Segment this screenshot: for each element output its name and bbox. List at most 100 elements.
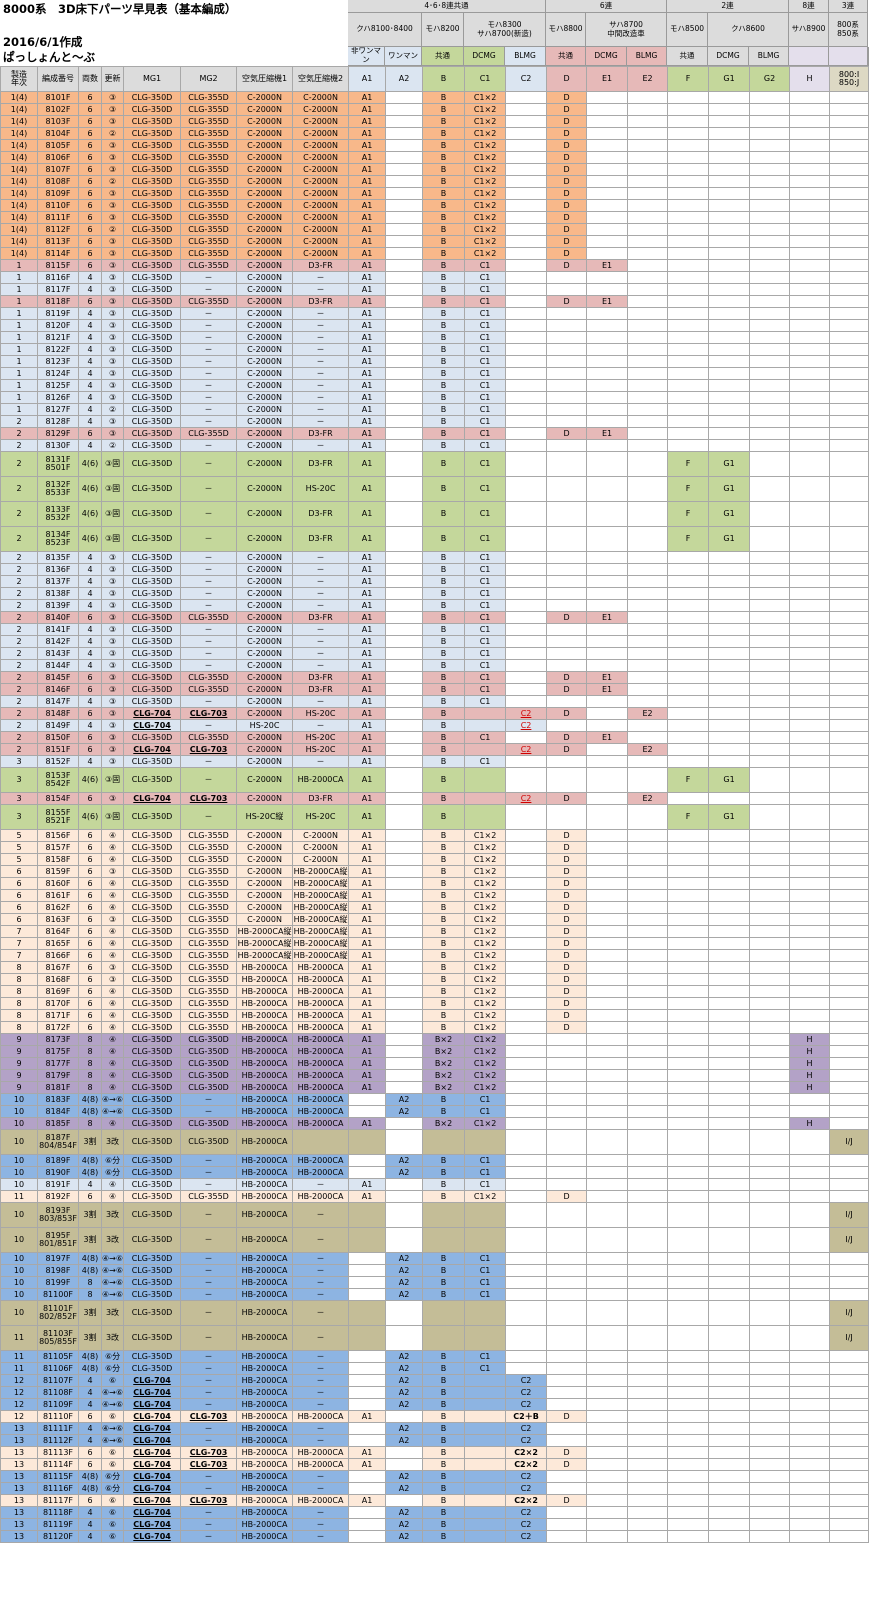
cell-e1	[586, 163, 629, 176]
cell-m2: －	[180, 1276, 238, 1289]
cell-k2: C-2000N	[292, 211, 350, 224]
cell-n: 8110F	[37, 199, 79, 212]
cell-d: D	[546, 937, 588, 950]
cell-h	[789, 355, 831, 368]
cell-h	[789, 913, 831, 926]
cell-a2	[385, 792, 424, 805]
cell-f	[667, 1374, 710, 1387]
cell-e1	[586, 1021, 629, 1034]
table-row: 12 81108F 4 ④→⑥ CLG-704 － HB-2000CA － A2 B C2	[0, 1386, 870, 1399]
cell-a2	[385, 331, 424, 344]
table-row: 5 8156F 6 ④ CLG-350D CLG-355D C-2000N C-2000N A1…	[0, 829, 870, 842]
cell-g2	[749, 247, 791, 260]
cell-u: ③	[100, 683, 125, 696]
cell-k2: HB-2000CA	[292, 1117, 350, 1130]
cell-m1: CLG-350D	[123, 127, 182, 140]
cell-e1	[586, 403, 629, 416]
cell-c1	[464, 1494, 507, 1507]
group-header: 6連	[546, 0, 667, 13]
cell-f	[667, 1166, 710, 1179]
cell-ij	[829, 211, 870, 224]
cell-k1: HB-2000CA	[236, 1166, 294, 1179]
cell-u: ③固	[100, 804, 125, 830]
cell-k2: HB-2000CA	[292, 767, 350, 793]
cell-d: D	[546, 211, 588, 224]
cell-a1: A1	[348, 841, 387, 854]
cell-g1	[708, 235, 751, 248]
cell-a2	[385, 731, 424, 744]
cell-c1	[464, 1458, 507, 1471]
cell-k2: －	[292, 599, 350, 612]
cell-q: 4	[78, 343, 102, 356]
cell-c1: C1×2	[464, 973, 507, 986]
cell-d	[546, 1105, 588, 1118]
cell-h	[789, 1154, 831, 1167]
cell-b: B	[422, 1021, 466, 1034]
cell-b: B	[422, 719, 466, 732]
cell-n: 8142F	[37, 635, 79, 648]
cell-m1: CLG-350D	[123, 1021, 182, 1034]
car-type-header: モハ8200	[422, 13, 464, 47]
table-row: 10 8199F 8 ④→⑥ CLG-350D － HB-2000CA － A2 B C1	[0, 1276, 870, 1289]
cell-b: B	[422, 743, 466, 756]
cell-c1	[464, 1506, 507, 1519]
cell-d	[546, 1350, 588, 1363]
cell-y: 1	[0, 403, 38, 416]
cell-b: B	[422, 163, 466, 176]
cell-u: ③	[100, 792, 125, 805]
cell-k1: HB-2000CA	[236, 1300, 294, 1326]
cell-d: D	[546, 792, 588, 805]
cell-u: ③	[100, 379, 125, 392]
cell-b: B	[422, 829, 466, 842]
cell-a2	[385, 1446, 424, 1459]
cell-d: D	[546, 295, 588, 308]
cell-g2	[749, 1518, 791, 1531]
cell-n: 81113F	[37, 1446, 79, 1459]
cell-g1	[708, 889, 751, 902]
cell-ij	[829, 1021, 870, 1034]
cell-y: 1(4)	[0, 235, 38, 248]
cell-u: ③	[100, 307, 125, 320]
cell-f	[667, 1434, 710, 1447]
cell-d	[546, 307, 588, 320]
cell-u: 3改	[100, 1202, 125, 1228]
table-row: 13 81113F 6 ⑥ CLG-704 CLG-703 HB-2000CA HB-2000…	[0, 1446, 870, 1459]
cell-q: 4(8)	[78, 1154, 102, 1167]
cell-a2	[385, 647, 424, 660]
cell-g1	[708, 1033, 751, 1046]
cell-m2: CLG-355D	[180, 295, 238, 308]
cell-n: 81114F	[37, 1458, 79, 1471]
cell-e1	[586, 319, 629, 332]
cell-q: 8	[78, 1276, 102, 1289]
cell-u: ③	[100, 271, 125, 284]
cell-c1: C1	[464, 599, 507, 612]
cell-b: B	[422, 551, 466, 564]
cell-k2: D3-FR	[292, 427, 350, 440]
cell-u: 3改	[100, 1300, 125, 1326]
cell-ij	[829, 127, 870, 140]
cell-k2: HB-2000CA	[292, 1154, 350, 1167]
cell-a1: A1	[348, 127, 387, 140]
cell-m2: －	[180, 501, 238, 527]
cell-k2: －	[292, 1252, 350, 1265]
group-header: 2連	[667, 0, 789, 13]
cell-h	[789, 235, 831, 248]
cell-m1: CLG-350D	[123, 647, 182, 660]
cell-f	[667, 1300, 710, 1326]
cell-ij	[829, 961, 870, 974]
cell-k1: C-2000N	[236, 707, 294, 720]
cell-m2: CLG-355D	[180, 1021, 238, 1034]
cell-m1: CLG-350D	[123, 1129, 182, 1155]
table-row: 8 8172F 6 ④ CLG-350D CLG-355D HB-2000CA HB-2000…	[0, 1021, 870, 1034]
cell-q: 6	[78, 731, 102, 744]
cell-a2	[385, 804, 424, 830]
cell-ij	[829, 901, 870, 914]
cell-m1: CLG-350D	[123, 307, 182, 320]
cell-h	[789, 1470, 831, 1483]
cell-f	[667, 1362, 710, 1375]
cell-a1: A1	[348, 611, 387, 624]
cell-e1	[586, 563, 629, 576]
cell-q: 6	[78, 707, 102, 720]
cell-g1	[708, 1482, 751, 1495]
cell-k1: HB-2000CA	[236, 1033, 294, 1046]
